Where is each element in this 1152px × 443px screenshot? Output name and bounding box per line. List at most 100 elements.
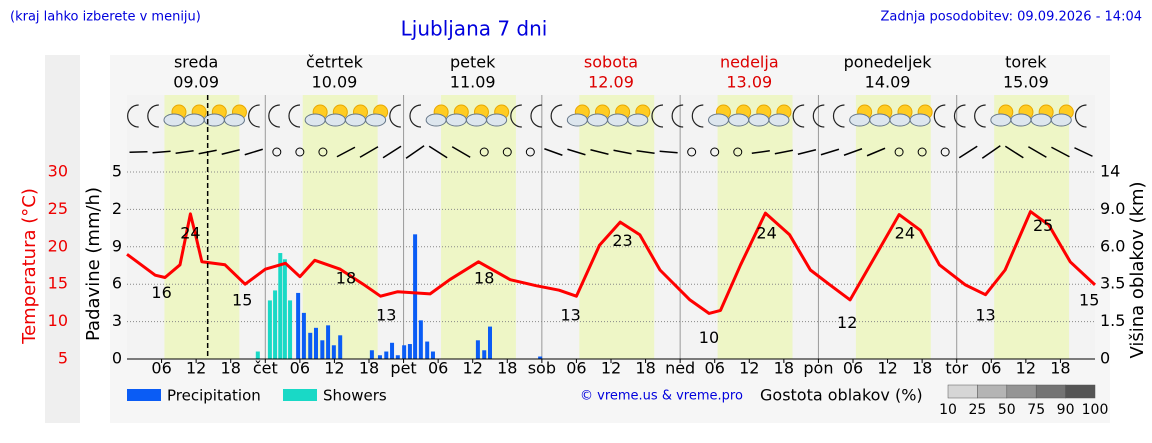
cloud-icon: [607, 113, 629, 127]
wind-calm: [479, 147, 489, 157]
x-tick-label: 12: [463, 359, 483, 378]
cloud-icon: [183, 113, 205, 127]
cloud-icon: [728, 113, 750, 127]
x-tick-label: 12: [324, 359, 344, 378]
density-level-label: 75: [1027, 402, 1045, 418]
density-level-label: 90: [1057, 402, 1075, 418]
day-date: 09.09: [173, 73, 219, 92]
day-date: 13.09: [726, 73, 772, 92]
day-date: 12.09: [588, 73, 634, 92]
temp-extreme-label: 24: [180, 223, 200, 242]
cloud-icon: [1010, 113, 1032, 127]
wind-barb: [567, 148, 586, 156]
precip-bar: [538, 356, 543, 359]
precip-bar: [413, 234, 418, 359]
chart-title: Ljubljana 7 dni: [401, 17, 548, 41]
wind-barb: [359, 146, 379, 158]
wind-barb: [405, 145, 425, 159]
precip-bar: [331, 345, 336, 359]
cloud-icon: [909, 113, 931, 127]
precip-bar: [475, 340, 480, 359]
moon-icon: [651, 104, 664, 128]
cloud-icon: [889, 113, 911, 127]
temp-extreme-label: 12: [837, 313, 857, 332]
wind-calm: [525, 147, 535, 157]
wind-barb: [1028, 146, 1047, 158]
x-tick-label: pon: [803, 359, 833, 378]
density-level-label: 10: [939, 402, 957, 418]
wind-barb: [659, 150, 678, 154]
precip-bar: [402, 345, 407, 359]
precip-bar: [301, 312, 306, 359]
moon-icon: [409, 104, 422, 128]
day-date: 10.09: [312, 73, 358, 92]
temp-extreme-label: 13: [560, 306, 580, 325]
day-date: 14.09: [865, 73, 911, 92]
temp-extreme-label: 13: [376, 306, 396, 325]
temp-tick-label: 25: [48, 199, 68, 218]
daytime-band: [164, 95, 240, 359]
precip-bar: [418, 320, 423, 359]
precip-tick-label: 0: [112, 349, 122, 368]
wind-calm: [917, 147, 927, 157]
cloud-icon: [465, 113, 487, 127]
menu-hint[interactable]: (kraj lahko izberete v meniju): [10, 10, 201, 25]
day-date: 11.09: [450, 73, 496, 92]
cloud-icon: [768, 113, 790, 127]
wind-barb: [981, 145, 1001, 159]
precip-bar: [326, 325, 331, 359]
wind-barb: [1051, 146, 1070, 158]
x-tick-label: 06: [151, 359, 171, 378]
x-tick-label: 18: [359, 359, 379, 378]
density-level-label: 25: [968, 402, 986, 418]
wind-barb: [382, 145, 402, 159]
wind-calm: [710, 147, 720, 157]
daytime-band: [302, 95, 378, 359]
cloud-icon: [1030, 113, 1052, 127]
precip-bar: [482, 350, 487, 359]
day-date: 15.09: [1003, 73, 1049, 92]
wind-calm: [502, 147, 512, 157]
cloud-icon: [748, 113, 770, 127]
temp-extreme-label: 13: [975, 306, 995, 325]
cloud-icon: [707, 113, 729, 127]
legend-label: Showers: [323, 387, 387, 405]
precip-bar: [313, 327, 318, 359]
legend-swatch: [127, 389, 161, 401]
wind-barb: [1004, 145, 1024, 159]
wind-barb: [129, 151, 148, 153]
precip-bar: [296, 292, 301, 359]
density-level-label: 50: [998, 402, 1016, 418]
day-name: petek: [450, 53, 496, 72]
cloud-icon: [425, 113, 447, 127]
density-level-label: 100: [1082, 402, 1109, 418]
precip-bar: [377, 355, 382, 359]
cloud-tick-label: 0: [1100, 349, 1110, 368]
credit[interactable]: © vreme.us & vreme.pro: [580, 389, 743, 404]
x-tick-label: 06: [843, 359, 863, 378]
density-swatch: [1006, 384, 1037, 399]
moon-icon: [953, 104, 966, 128]
cloud-legend-title: Gostota oblakov (%): [760, 386, 923, 405]
daytime-band: [441, 95, 516, 359]
precip-bar: [267, 300, 272, 359]
wind-barb: [336, 146, 356, 158]
precip-bar: [488, 326, 492, 359]
x-tick-label: tor: [945, 359, 968, 378]
temp-tick-label: 30: [48, 162, 68, 181]
x-tick-label: 06: [290, 359, 310, 378]
wind-barb: [221, 149, 240, 155]
x-tick-label: 18: [635, 359, 655, 378]
wind-barb: [428, 145, 448, 159]
x-tick-label: pet: [390, 359, 416, 378]
cloud-icon: [365, 113, 387, 127]
wind-barb: [866, 147, 886, 157]
x-tick-label: 06: [566, 359, 586, 378]
precip-bar: [288, 300, 293, 359]
cloud-icon: [586, 113, 608, 127]
cloud-icon: [304, 113, 326, 127]
wind-calm: [687, 147, 697, 157]
x-tick-label: 18: [774, 359, 794, 378]
cloud-axis-label: Višina oblakov (km): [1127, 181, 1148, 358]
